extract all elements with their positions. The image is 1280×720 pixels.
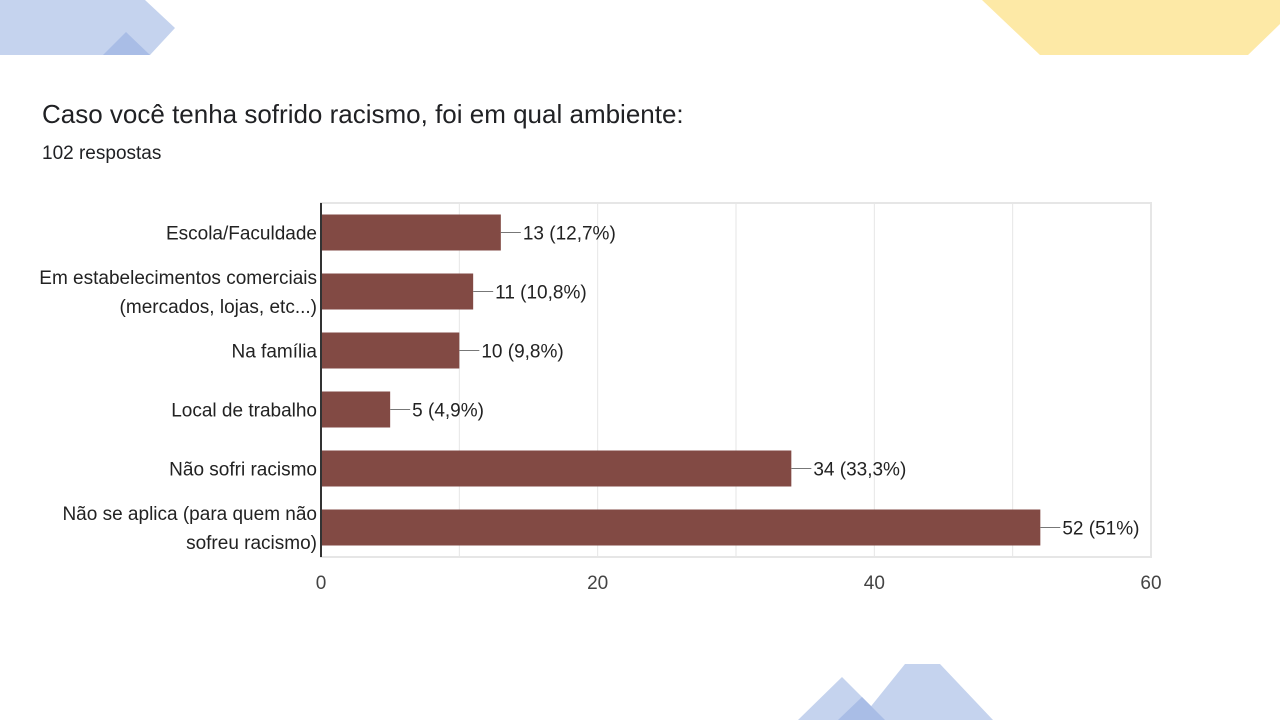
value-label: 52 (51%) — [1062, 519, 1139, 540]
bar — [321, 274, 473, 310]
category-label: Na família — [231, 342, 317, 363]
x-tick-label: 20 — [587, 573, 608, 594]
x-tick-label: 60 — [1140, 573, 1161, 594]
category-label: Local de trabalho — [171, 401, 317, 422]
value-label: 10 (9,8%) — [481, 342, 563, 363]
bar — [321, 333, 459, 369]
category-label: Escola/Faculdade — [166, 224, 317, 245]
category-label: sofreu racismo) — [186, 533, 317, 554]
category-label: (mercados, lojas, etc...) — [120, 297, 317, 318]
x-tick-label: 40 — [864, 573, 885, 594]
bar — [321, 451, 791, 487]
value-label: 34 (33,3%) — [813, 460, 906, 481]
bar — [321, 392, 390, 428]
category-label: Não sofri racismo — [169, 460, 317, 481]
x-tick-label: 0 — [316, 573, 327, 594]
bar — [321, 510, 1040, 546]
value-label: 5 (4,9%) — [412, 401, 484, 422]
value-label: 13 (12,7%) — [523, 224, 616, 245]
category-label: Em estabelecimentos comerciais — [39, 268, 317, 289]
value-label: 11 (10,8%) — [495, 283, 587, 304]
category-label: Não se aplica (para quem não — [62, 504, 317, 525]
bar — [321, 215, 501, 251]
